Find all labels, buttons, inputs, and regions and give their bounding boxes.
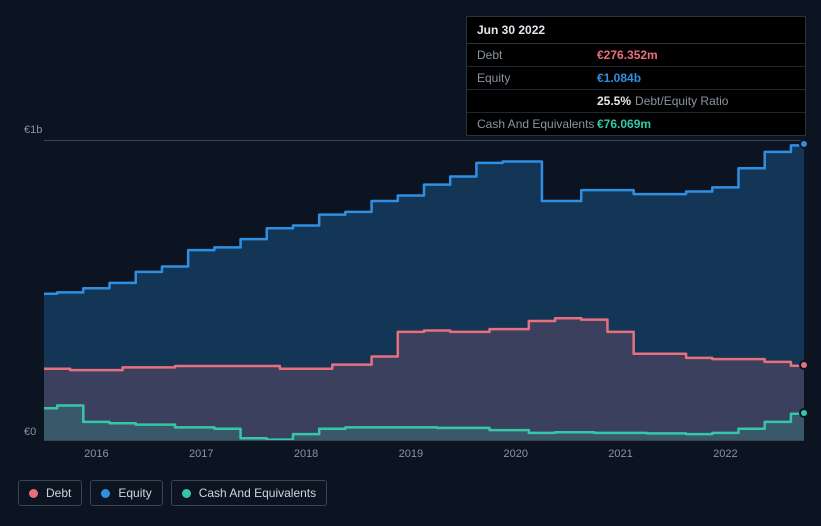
- tooltip-ratio-value: 25.5%Debt/Equity Ratio: [597, 94, 728, 108]
- chart-container: Jun 30 2022 Debt €276.352m Equity €1.084…: [0, 0, 821, 526]
- legend-item-cash[interactable]: Cash And Equivalents: [171, 480, 327, 506]
- legend-cash-label: Cash And Equivalents: [199, 486, 316, 500]
- x-tick-label: 2020: [503, 448, 527, 460]
- x-tick-label: 2016: [84, 448, 108, 460]
- tooltip-debt-label: Debt: [477, 48, 597, 62]
- tooltip-debt-value: €276.352m: [597, 48, 658, 62]
- x-tick-label: 2018: [294, 448, 318, 460]
- tooltip-equity-label: Equity: [477, 71, 597, 85]
- circle-icon: [182, 489, 191, 498]
- legend-item-equity[interactable]: Equity: [90, 480, 162, 506]
- plot-area[interactable]: [44, 140, 804, 440]
- tooltip-cash-value: €76.069m: [597, 117, 651, 131]
- tooltip-cash-label: Cash And Equivalents: [477, 117, 597, 131]
- circle-icon: [101, 489, 110, 498]
- legend-equity-label: Equity: [118, 486, 151, 500]
- x-tick-label: 2021: [608, 448, 632, 460]
- baseline-rule: [44, 440, 804, 441]
- series-end-marker-equity: [799, 139, 809, 149]
- tooltip-row-cash: Cash And Equivalents €76.069m: [467, 113, 805, 135]
- tooltip-date: Jun 30 2022: [467, 17, 805, 44]
- legend-item-debt[interactable]: Debt: [18, 480, 82, 506]
- x-tick-label: 2019: [399, 448, 423, 460]
- legend: Debt Equity Cash And Equivalents: [18, 480, 327, 506]
- hover-tooltip: Jun 30 2022 Debt €276.352m Equity €1.084…: [466, 16, 806, 136]
- tooltip-row-debt: Debt €276.352m: [467, 44, 805, 67]
- tooltip-row-ratio: 25.5%Debt/Equity Ratio: [467, 90, 805, 113]
- y-axis-top-label: €1b: [24, 124, 42, 136]
- legend-debt-label: Debt: [46, 486, 71, 500]
- series-end-marker-debt: [799, 360, 809, 370]
- x-axis-labels: 2016 2017 2018 2019 2020 2021 2022: [44, 448, 804, 464]
- tooltip-row-equity: Equity €1.084b: [467, 67, 805, 90]
- x-tick-label: 2017: [189, 448, 213, 460]
- x-tick-label: 2022: [713, 448, 737, 460]
- tooltip-equity-value: €1.084b: [597, 71, 641, 85]
- series-end-marker-cash: [799, 408, 809, 418]
- y-axis-bottom-label: €0: [24, 426, 36, 438]
- circle-icon: [29, 489, 38, 498]
- tooltip-ratio-label: [477, 94, 597, 108]
- chart-svg: [44, 141, 804, 441]
